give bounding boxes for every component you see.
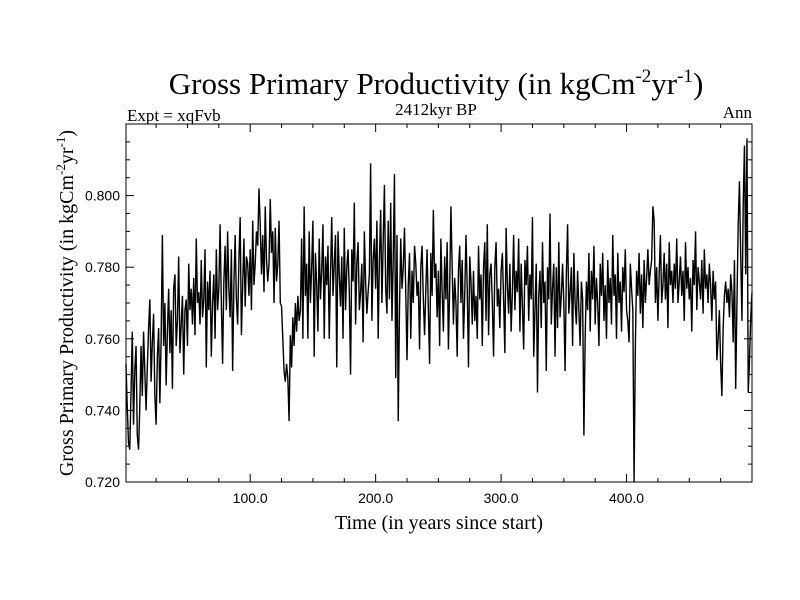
y-tick-label: 0.740 xyxy=(85,402,120,418)
y-tick-label: 0.760 xyxy=(85,331,120,347)
period-label: 2412kyr BP xyxy=(395,100,477,119)
y-axis-label: Gross Primary Productivity (in kgCm-2yr-… xyxy=(53,130,78,476)
x-tick-label: 200.0 xyxy=(358,490,393,506)
y-tick-label: 0.720 xyxy=(85,474,120,490)
x-tick-label: 100.0 xyxy=(233,490,268,506)
x-tick-label: 300.0 xyxy=(484,490,519,506)
chart-title: Gross Primary Productivity (in kgCm-2yr-… xyxy=(169,66,704,101)
season-label: Ann xyxy=(723,103,753,122)
x-tick-label: 400.0 xyxy=(609,490,644,506)
experiment-label: Expt = xqFvb xyxy=(127,106,221,125)
y-tick-label: 0.800 xyxy=(85,188,120,204)
y-tick-label: 0.780 xyxy=(85,259,120,275)
x-axis-label: Time (in years since start) xyxy=(335,512,543,534)
y-axis: 0.720 0.740 0.760 0.780 0.800 xyxy=(85,123,752,490)
series-line-gpp xyxy=(125,138,753,483)
x-axis: 100.0 200.0 300.0 400.0 xyxy=(155,124,753,506)
